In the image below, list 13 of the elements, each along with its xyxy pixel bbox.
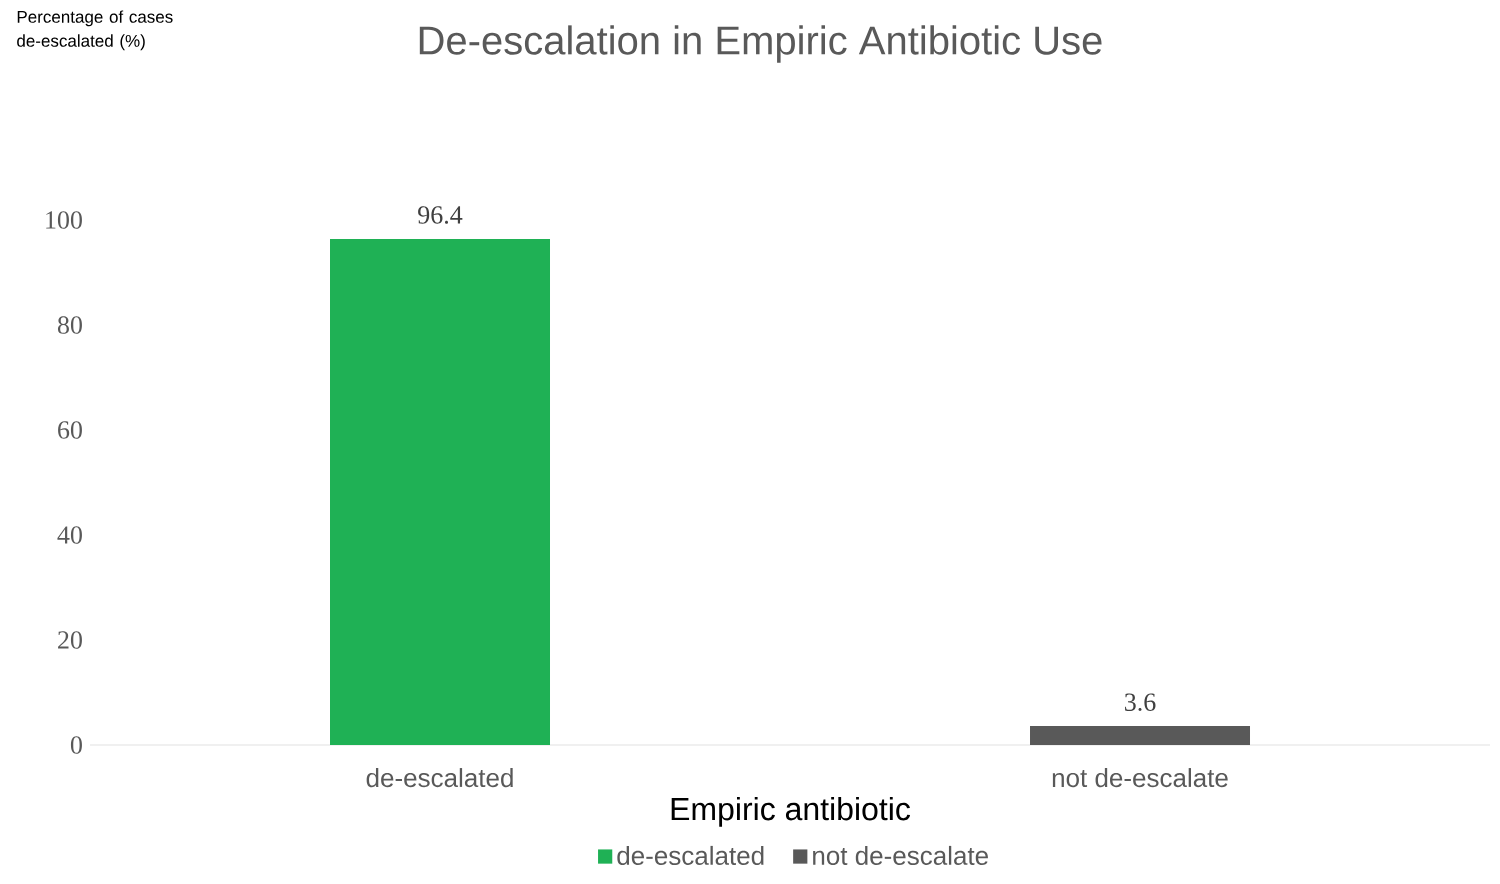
legend-label: de-escalated: [617, 845, 764, 865]
y-tick-label: 40: [57, 526, 82, 544]
data-label: 96.4: [418, 206, 463, 224]
y-tick-label: 60: [58, 421, 82, 439]
legend-label: not de-escalate: [813, 845, 988, 865]
data-label: 3.6: [1125, 693, 1156, 712]
y-tick-label: 20: [58, 631, 82, 649]
x-axis-title: Empiric antibiotic: [671, 796, 911, 827]
y-tick-label: 0: [70, 736, 82, 754]
y-tick-label: 80: [57, 316, 82, 334]
text: Percentage of cases de-escalated (%): [17, 10, 173, 51]
chart-title: De-escalation in Empiric Antibiotic Use: [419, 25, 1102, 63]
y-tick-label: 100: [46, 211, 82, 229]
